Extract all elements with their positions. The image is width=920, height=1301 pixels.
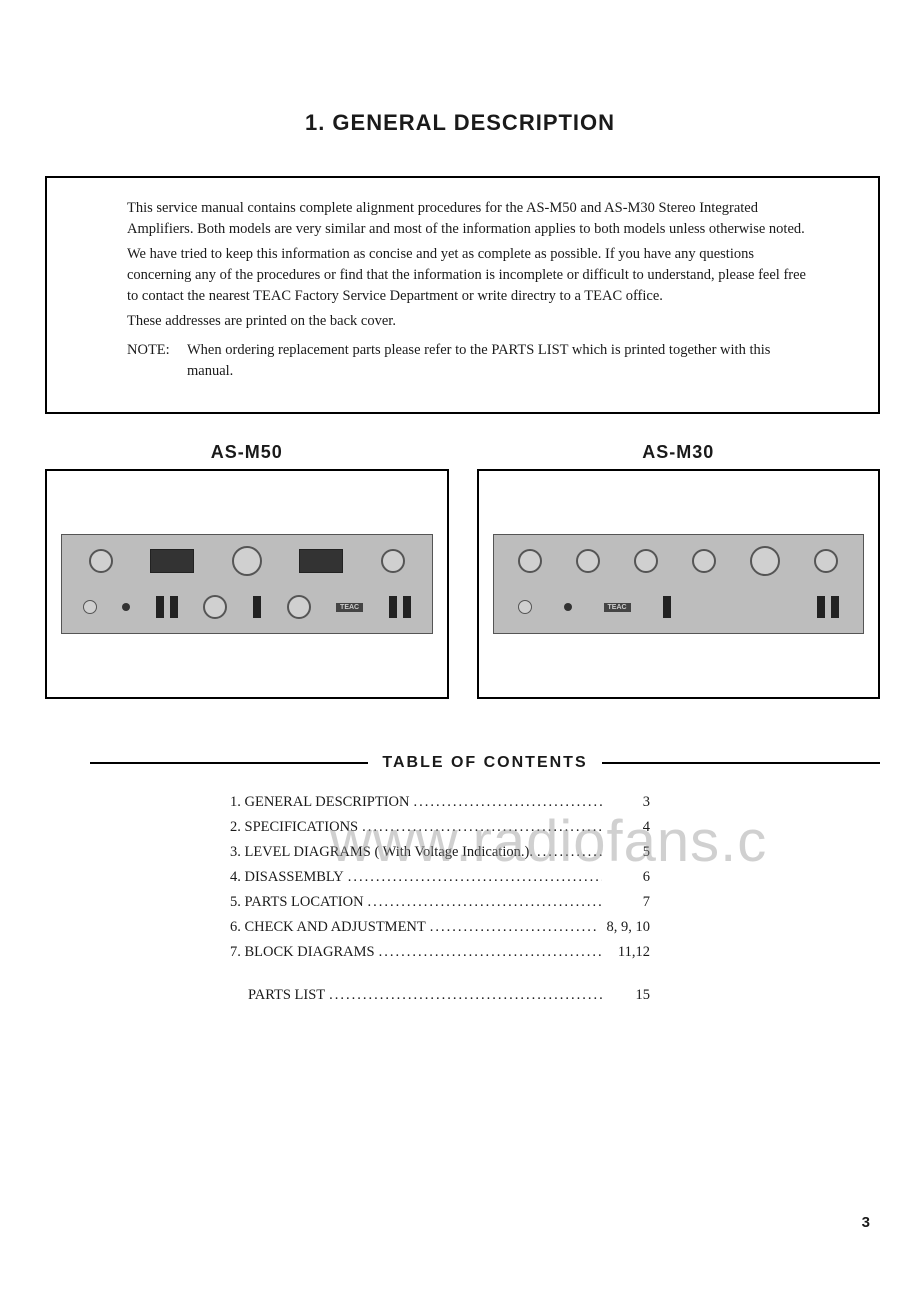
toc-item: 5. PARTS LOCATION 7 (230, 894, 650, 911)
toc-item-label: 3. LEVEL DIAGRAMS ( With Voltage Indicat… (230, 844, 533, 861)
knob-icon (203, 595, 227, 619)
toc-dots (533, 844, 602, 861)
page-title: 1. GENERAL DESCRIPTION (20, 110, 900, 136)
toc-dots (358, 819, 602, 836)
toc-item-extra: PARTS LIST 15 (248, 987, 650, 1004)
toc-header: TABLE OF CONTENTS (90, 754, 880, 772)
toc-rule-left (90, 762, 368, 764)
knob-icon (576, 549, 600, 573)
small-knob-icon (518, 600, 532, 614)
knob-icon (287, 595, 311, 619)
toc-item-page: 7 (602, 894, 650, 911)
description-paragraph-1: This service manual contains complete al… (127, 198, 818, 240)
description-paragraph-3: These addresses are printed on the back … (127, 311, 818, 332)
toc-item-label: 2. SPECIFICATIONS (230, 819, 358, 836)
toc-dots (410, 794, 602, 811)
knob-icon (89, 549, 113, 573)
brand-badge: TEAC (604, 603, 631, 612)
amp-m30-face: TEAC (493, 534, 865, 634)
toc-rule-right (602, 762, 880, 764)
toc-item-label: 5. PARTS LOCATION (230, 894, 364, 911)
toc-item-page: 6 (602, 869, 650, 886)
knob-icon (232, 546, 262, 576)
table-of-contents: TABLE OF CONTENTS 1. GENERAL DESCRIPTION… (90, 754, 880, 1004)
toc-dots (375, 944, 602, 961)
knob-icon (750, 546, 780, 576)
switch-pair-icon (156, 596, 178, 618)
toc-item: 6. CHECK AND ADJUSTMENT 8, 9, 10 (230, 919, 650, 936)
dot-icon (564, 603, 572, 611)
toc-item-label: 4. DISASSEMBLY (230, 869, 344, 886)
toc-item-label: PARTS LIST (248, 987, 325, 1004)
toc-item-page: 15 (602, 987, 650, 1004)
toc-item: 2. SPECIFICATIONS 4 (230, 819, 650, 836)
page-number: 3 (862, 1214, 870, 1231)
display-icon (150, 549, 194, 573)
note-text: When ordering replacement parts please r… (187, 340, 818, 382)
panel-right-box: TEAC (477, 469, 881, 699)
toc-list: 1. GENERAL DESCRIPTION 3 2. SPECIFICATIO… (230, 794, 650, 1004)
panel-left-label: AS-M50 (45, 442, 449, 463)
switch-pair-icon (389, 596, 411, 618)
amp-m50-face: TEAC (61, 534, 433, 634)
knob-icon (518, 549, 542, 573)
toc-item-page: 4 (602, 819, 650, 836)
knob-icon (634, 549, 658, 573)
toc-item-page: 11,12 (602, 944, 650, 961)
toc-item-label: 7. BLOCK DIAGRAMS (230, 944, 375, 961)
toc-item-page: 5 (602, 844, 650, 861)
switch-icon (663, 596, 671, 618)
knob-icon (381, 549, 405, 573)
toc-dots (364, 894, 602, 911)
toc-item-page: 3 (602, 794, 650, 811)
toc-item-page: 8, 9, 10 (599, 919, 651, 936)
toc-item: 7. BLOCK DIAGRAMS 11,12 (230, 944, 650, 961)
note-row: NOTE: When ordering replacement parts pl… (127, 340, 818, 382)
toc-item-label: 6. CHECK AND ADJUSTMENT (230, 919, 426, 936)
toc-title: TABLE OF CONTENTS (368, 754, 601, 772)
description-box: This service manual contains complete al… (45, 176, 880, 414)
knob-icon (814, 549, 838, 573)
toc-dots (426, 919, 599, 936)
switch-icon (253, 596, 261, 618)
toc-item: 4. DISASSEMBLY 6 (230, 869, 650, 886)
small-knob-icon (83, 600, 97, 614)
toc-item-label: 1. GENERAL DESCRIPTION (230, 794, 410, 811)
toc-item: 1. GENERAL DESCRIPTION 3 (230, 794, 650, 811)
description-paragraph-2: We have tried to keep this information a… (127, 244, 818, 307)
toc-item: 3. LEVEL DIAGRAMS ( With Voltage Indicat… (230, 844, 650, 861)
display-icon (299, 549, 343, 573)
panel-left: AS-M50 TEAC (45, 442, 449, 699)
product-panels: AS-M50 TEAC (45, 442, 880, 699)
panel-right: AS-M30 TEAC (477, 442, 881, 699)
brand-badge: TEAC (336, 603, 363, 612)
toc-dots (344, 869, 602, 886)
dot-icon (122, 603, 130, 611)
switch-pair-icon (817, 596, 839, 618)
panel-right-label: AS-M30 (477, 442, 881, 463)
knob-icon (692, 549, 716, 573)
panel-left-box: TEAC (45, 469, 449, 699)
toc-dots (325, 987, 602, 1004)
note-label: NOTE: (127, 340, 187, 382)
